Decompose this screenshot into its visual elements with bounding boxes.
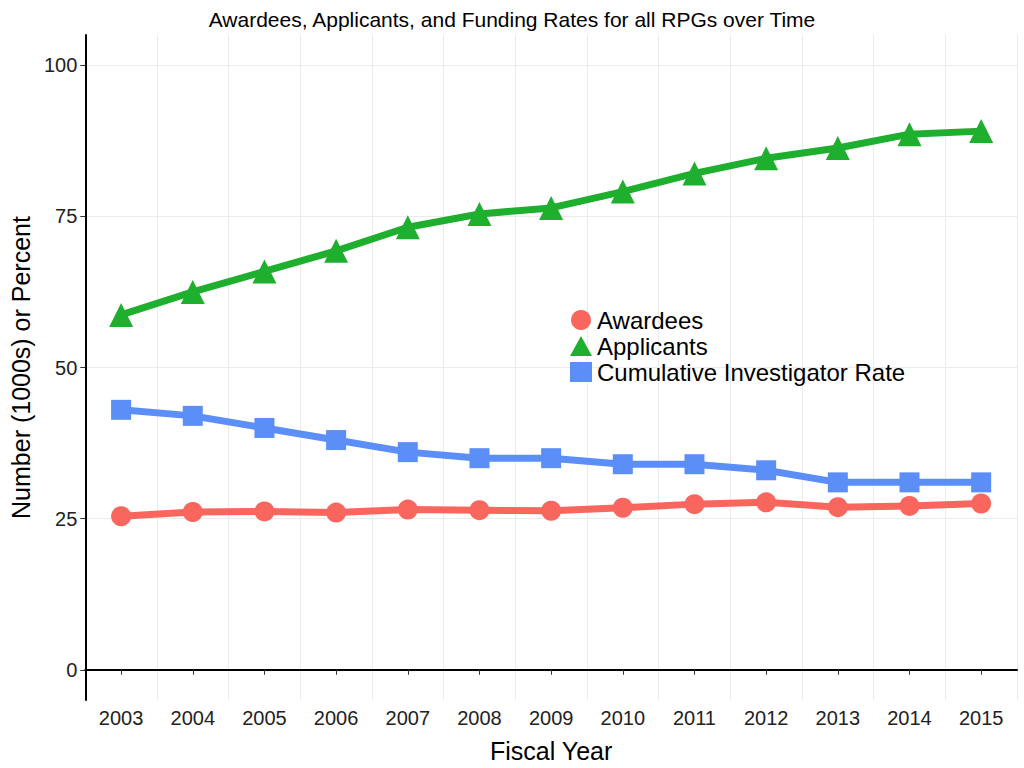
svg-text:2008: 2008	[457, 707, 502, 729]
svg-text:2004: 2004	[171, 707, 216, 729]
svg-text:75: 75	[55, 205, 77, 227]
svg-text:2013: 2013	[816, 707, 861, 729]
svg-text:2009: 2009	[529, 707, 574, 729]
svg-text:2006: 2006	[314, 707, 359, 729]
svg-text:25: 25	[55, 508, 77, 530]
svg-text:Awardees, Applicants, and Fund: Awardees, Applicants, and Funding Rates …	[209, 8, 816, 31]
svg-text:2007: 2007	[386, 707, 431, 729]
svg-text:50: 50	[55, 357, 77, 379]
svg-text:2012: 2012	[744, 707, 789, 729]
svg-text:2010: 2010	[601, 707, 646, 729]
svg-text:Cumulative Investigator Rate: Cumulative Investigator Rate	[597, 359, 905, 386]
svg-text:2003: 2003	[99, 707, 143, 729]
svg-text:0: 0	[66, 659, 77, 681]
svg-text:2015: 2015	[959, 707, 1004, 729]
svg-text:2005: 2005	[242, 707, 287, 729]
svg-text:2014: 2014	[887, 707, 932, 729]
svg-text:100: 100	[44, 54, 77, 76]
svg-text:Applicants: Applicants	[597, 333, 708, 360]
svg-text:Number (1000s) or Percent: Number (1000s) or Percent	[7, 216, 35, 519]
svg-text:2011: 2011	[673, 707, 716, 729]
svg-text:Fiscal Year: Fiscal Year	[490, 737, 612, 765]
svg-text:Awardees: Awardees	[597, 307, 703, 334]
